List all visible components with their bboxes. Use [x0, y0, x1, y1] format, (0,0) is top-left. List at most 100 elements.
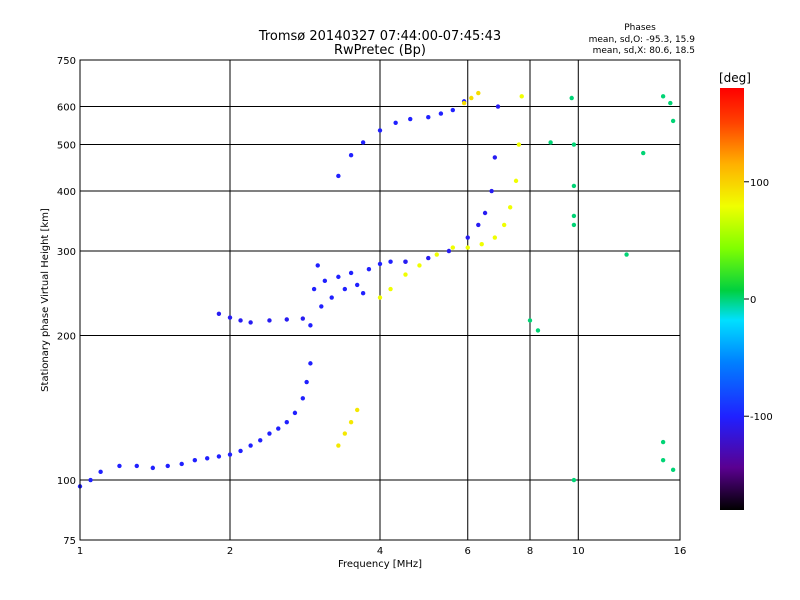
- data-point: [319, 304, 324, 309]
- data-point: [322, 278, 328, 284]
- colorbar-tick-label: 0: [750, 295, 756, 306]
- data-point: [527, 318, 533, 323]
- y-tick-label: 600: [57, 103, 76, 114]
- phases-x-stats: mean, sd,X: 80.6, 18.5: [593, 46, 695, 56]
- data-point: [548, 140, 553, 145]
- data-point: [192, 457, 198, 463]
- data-point: [315, 263, 320, 268]
- data-point: [342, 286, 348, 292]
- plot-points: [77, 90, 676, 489]
- data-point: [479, 241, 484, 247]
- data-point: [426, 255, 431, 261]
- data-point: [366, 266, 372, 272]
- y-tick-label: 75: [63, 536, 76, 547]
- data-point: [403, 259, 408, 264]
- colorbar-tick-label: 100: [750, 178, 769, 189]
- data-point: [267, 431, 272, 436]
- data-point: [417, 263, 422, 268]
- data-point: [571, 222, 577, 228]
- data-point: [248, 443, 253, 448]
- chart-title: Tromsø 20140327 07:44:00-07:45:43: [258, 29, 501, 44]
- data-point: [438, 111, 444, 116]
- data-point: [179, 461, 184, 467]
- data-point: [489, 188, 494, 194]
- y-tick-label: 400: [57, 187, 76, 198]
- data-point: [461, 100, 467, 106]
- data-point: [284, 419, 289, 425]
- x-tick-label: 1: [77, 546, 83, 557]
- data-point: [434, 252, 439, 257]
- data-point: [660, 94, 666, 99]
- data-point: [507, 205, 513, 210]
- data-point: [670, 118, 676, 124]
- y-axis-ticks: 75 100 200 300 400 500 600 750: [57, 56, 76, 547]
- data-point: [426, 115, 431, 120]
- data-point: [284, 317, 289, 322]
- data-point: [227, 452, 233, 457]
- data-point: [300, 396, 306, 401]
- data-point: [336, 173, 341, 179]
- data-point: [476, 90, 481, 96]
- x-tick-label: 6: [465, 546, 471, 557]
- data-point: [571, 213, 577, 219]
- data-point: [134, 463, 139, 469]
- data-point: [516, 142, 522, 147]
- data-point: [660, 457, 666, 463]
- data-point: [329, 295, 334, 300]
- x-tick-label: 8: [527, 546, 533, 557]
- data-point: [569, 95, 574, 101]
- x-tick-label: 16: [674, 546, 687, 557]
- data-point: [311, 286, 317, 292]
- data-point: [624, 252, 629, 257]
- data-point: [465, 245, 470, 250]
- data-point: [336, 443, 341, 448]
- plot-grid: [80, 60, 680, 540]
- data-point: [308, 361, 313, 366]
- data-point: [450, 107, 456, 113]
- data-point: [117, 463, 122, 469]
- colorbar: [720, 88, 744, 510]
- data-point: [571, 183, 577, 189]
- data-point: [348, 419, 354, 425]
- phases-o-stats: mean, sd,O: -95.3, 15.9: [589, 35, 696, 45]
- data-point: [476, 222, 481, 228]
- x-tick-label: 2: [227, 546, 233, 557]
- colorbar-tick-label: -100: [750, 412, 773, 423]
- data-point: [88, 477, 93, 483]
- y-tick-label: 200: [57, 332, 76, 343]
- data-point: [408, 116, 413, 122]
- x-axis-label: Frequency [MHz]: [338, 559, 422, 570]
- data-point: [360, 140, 366, 145]
- y-axis-label: Stationary phase Virtual Height [km]: [40, 208, 51, 392]
- data-point: [377, 261, 383, 267]
- data-point: [354, 407, 360, 413]
- data-point: [216, 454, 222, 459]
- data-point: [571, 477, 577, 483]
- data-point: [660, 439, 666, 445]
- y-tick-label: 100: [57, 476, 76, 487]
- data-point: [258, 438, 263, 443]
- y-tick-label: 500: [57, 141, 76, 152]
- data-point: [248, 320, 253, 325]
- chart-subtitle: RwPretec (Bp): [334, 43, 426, 58]
- data-point: [308, 323, 313, 328]
- data-point: [342, 431, 348, 436]
- colorbar-ticks: 100 0 -100: [744, 178, 773, 423]
- x-axis-ticks: 1 2 4 6 8 10 16: [77, 546, 687, 557]
- data-point: [388, 286, 393, 292]
- data-point: [348, 153, 354, 158]
- data-point: [150, 465, 156, 471]
- data-point: [227, 315, 233, 320]
- x-tick-label: 4: [377, 546, 383, 557]
- data-point: [571, 142, 577, 147]
- data-point: [204, 456, 210, 461]
- data-point: [668, 100, 673, 106]
- data-point: [670, 467, 676, 473]
- data-point: [446, 248, 452, 254]
- data-point: [304, 379, 309, 385]
- phases-box-title: Phases: [624, 23, 656, 33]
- data-point: [450, 245, 456, 250]
- data-point: [377, 295, 383, 300]
- x-tick-label: 10: [572, 546, 585, 557]
